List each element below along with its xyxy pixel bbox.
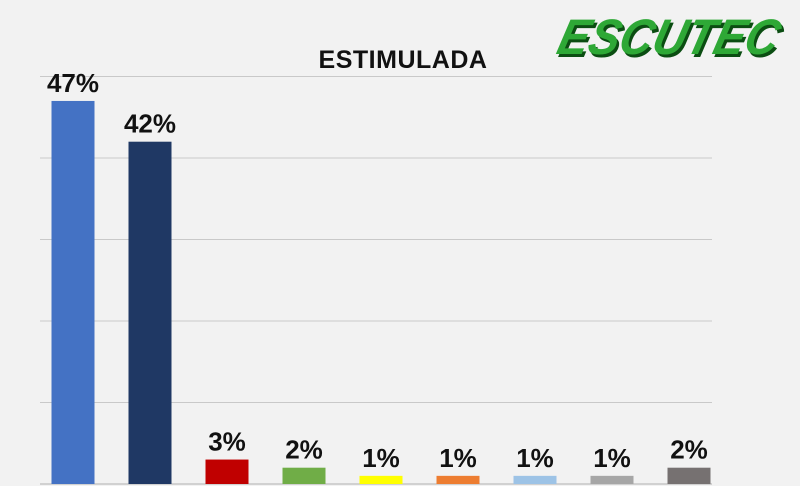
bar [282,467,326,484]
bar-value-label: 2% [285,435,323,465]
bar-value-label: 1% [362,443,400,473]
bar-value-label: 47% [47,68,99,98]
bar-value-label: 2% [670,435,708,465]
bar [436,475,480,484]
bar [205,459,249,484]
bar [128,141,172,484]
svg-text:ESCUTEC: ESCUTEC [552,9,787,65]
bar-value-label: 1% [593,443,631,473]
bar [513,475,557,484]
bar [51,100,95,484]
bar-value-label: 3% [208,427,246,457]
bar-value-label: 1% [439,443,477,473]
svg-text:ESCUTEC: ESCUTEC [555,12,788,68]
bar [359,475,403,484]
bar [590,475,634,484]
bar-value-label: 1% [516,443,554,473]
bar [667,467,711,484]
bar-value-label: 42% [124,109,176,139]
chart-title: ESTIMULADA [318,46,488,74]
escutec-logo: ESCUTEC ESCUTEC [552,9,788,68]
